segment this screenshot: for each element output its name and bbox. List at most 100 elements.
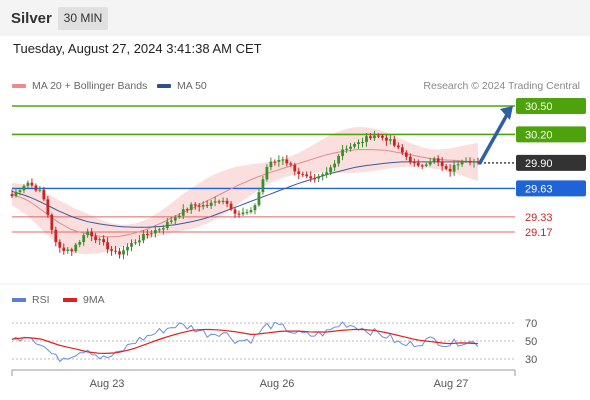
candle [201, 201, 205, 210]
candle-body [281, 159, 285, 161]
candle-body [337, 155, 340, 164]
candle-body [30, 182, 34, 186]
candle [412, 158, 416, 167]
candle-body [289, 163, 293, 165]
timestamp: Tuesday, August 27, 2024 3:41:38 AM CET [13, 41, 262, 56]
candle-body [106, 242, 109, 250]
candle [114, 245, 117, 255]
rsi-tick-label: 30 [525, 354, 537, 366]
candle [217, 199, 221, 205]
candle-body [213, 201, 217, 203]
candle-body [94, 236, 98, 241]
candle [22, 184, 26, 194]
candle-body [169, 220, 173, 222]
rsi-tick-label: 50 [525, 336, 537, 348]
candle-body [468, 161, 472, 163]
candle-body [130, 243, 133, 247]
candle [460, 159, 464, 167]
candle-body [313, 178, 317, 180]
candle-body [146, 234, 149, 236]
candle [177, 213, 181, 219]
candle [82, 233, 86, 246]
candle-body [205, 204, 209, 206]
candle [54, 226, 58, 247]
candle [150, 230, 153, 238]
candle [66, 247, 70, 254]
candle [197, 203, 201, 212]
candle [98, 237, 102, 245]
candle [428, 157, 432, 167]
candle [106, 237, 109, 254]
candle-body [173, 217, 177, 221]
candle-body [428, 161, 432, 165]
price-label-30-20-box [516, 126, 586, 143]
candle-body [424, 164, 428, 166]
candle [293, 162, 297, 176]
candle-body [82, 235, 86, 243]
candle [261, 175, 265, 195]
candle-body [189, 204, 193, 210]
candle [448, 164, 452, 177]
candle [42, 186, 46, 202]
rsi-tick-label: 70 [525, 318, 537, 330]
candle-body [233, 209, 237, 214]
candle-body [448, 168, 452, 172]
candle [452, 160, 456, 176]
candle-body [464, 161, 468, 163]
candle-body [86, 231, 90, 236]
candle-body [10, 194, 14, 197]
timeframe-badge[interactable]: 30 MIN [58, 7, 108, 30]
candle-body [134, 242, 137, 244]
candle [146, 229, 149, 239]
candle [329, 164, 333, 175]
candle [416, 159, 420, 168]
candle-body [273, 161, 277, 163]
candle [317, 173, 321, 183]
ma50-line [11, 161, 478, 228]
price-label-29-63-box [516, 180, 586, 197]
candle [110, 246, 113, 256]
candle [325, 167, 329, 179]
candle [432, 156, 436, 165]
candle-body [66, 249, 70, 251]
candle [333, 160, 337, 171]
candle-body [452, 164, 456, 172]
candle [50, 213, 54, 235]
candle [373, 130, 376, 141]
candle-body [42, 189, 46, 200]
rsi-label: RSI [32, 294, 50, 306]
candle-body [353, 144, 356, 147]
candle [229, 201, 233, 211]
candle [30, 178, 34, 188]
candle-body [293, 164, 297, 172]
candle-body [261, 179, 265, 193]
candle-body [432, 158, 436, 162]
candle-body [345, 148, 348, 150]
candle-body [321, 174, 325, 177]
candle-body [18, 190, 22, 192]
candle-body [325, 172, 329, 175]
candle-body [150, 233, 153, 235]
candle [225, 197, 229, 208]
price-label-29-63: 29.63 [525, 183, 553, 195]
candle [185, 207, 189, 213]
candle [440, 157, 444, 171]
candle-body [90, 231, 94, 237]
candle [361, 137, 364, 148]
candle [161, 224, 165, 235]
candle [472, 158, 476, 168]
candle [193, 202, 197, 210]
rsi-ma-swatch [63, 298, 77, 303]
candle-body [122, 250, 125, 255]
candle-body [177, 215, 181, 218]
candle [285, 155, 289, 167]
candle-body [357, 142, 360, 145]
candle [249, 207, 253, 214]
candle [468, 157, 472, 166]
candle-body [181, 209, 185, 216]
candle-body [14, 191, 18, 197]
candle-body [157, 229, 161, 231]
candle [157, 227, 161, 233]
candle [189, 202, 193, 214]
candle-body [341, 149, 344, 156]
